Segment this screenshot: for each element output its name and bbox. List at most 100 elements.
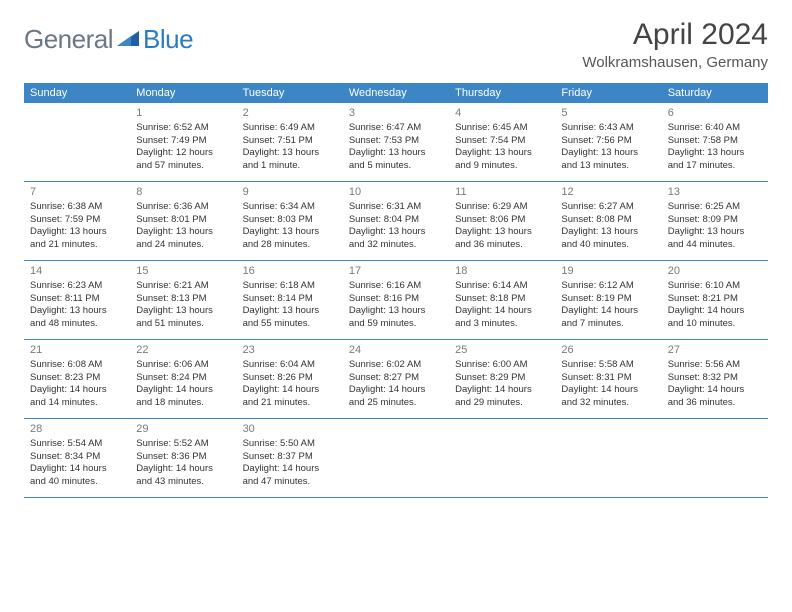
day-number: 2	[243, 106, 337, 121]
day-number: 21	[30, 343, 124, 358]
day-info-line: Daylight: 13 hours and 9 minutes.	[455, 147, 549, 173]
day-info-line: Sunset: 7:51 PM	[243, 135, 337, 148]
day-info-line: Sunset: 8:03 PM	[243, 214, 337, 227]
day-info-line: Sunset: 8:01 PM	[136, 214, 230, 227]
day-number: 29	[136, 422, 230, 437]
day-number: 30	[243, 422, 337, 437]
day-number: 28	[30, 422, 124, 437]
day-info-line: Sunset: 8:21 PM	[668, 293, 762, 306]
day-info-line: Sunrise: 6:14 AM	[455, 280, 549, 293]
day-cell: 9Sunrise: 6:34 AMSunset: 8:03 PMDaylight…	[237, 182, 343, 260]
day-info-line: Sunset: 8:13 PM	[136, 293, 230, 306]
day-info-line: Sunrise: 6:31 AM	[349, 201, 443, 214]
day-info-line: Sunset: 8:27 PM	[349, 372, 443, 385]
day-number: 24	[349, 343, 443, 358]
calendar: SundayMondayTuesdayWednesdayThursdayFrid…	[24, 83, 768, 498]
day-cell: 13Sunrise: 6:25 AMSunset: 8:09 PMDayligh…	[662, 182, 768, 260]
day-info-line: Daylight: 14 hours and 21 minutes.	[243, 384, 337, 410]
day-info-line: Sunrise: 6:52 AM	[136, 122, 230, 135]
day-info-line: Sunrise: 6:47 AM	[349, 122, 443, 135]
day-number: 22	[136, 343, 230, 358]
weekday-label: Tuesday	[237, 83, 343, 103]
day-cell: 27Sunrise: 5:56 AMSunset: 8:32 PMDayligh…	[662, 340, 768, 418]
day-info-line: Sunset: 8:36 PM	[136, 451, 230, 464]
day-cell: 28Sunrise: 5:54 AMSunset: 8:34 PMDayligh…	[24, 419, 130, 497]
day-info-line: Daylight: 14 hours and 47 minutes.	[243, 463, 337, 489]
day-info-line: Sunrise: 6:02 AM	[349, 359, 443, 372]
day-info-line: Sunset: 7:58 PM	[668, 135, 762, 148]
day-cell	[662, 419, 768, 497]
week-row: 7Sunrise: 6:38 AMSunset: 7:59 PMDaylight…	[24, 182, 768, 261]
weekday-label: Saturday	[662, 83, 768, 103]
day-info-line: Sunrise: 6:16 AM	[349, 280, 443, 293]
day-number: 9	[243, 185, 337, 200]
day-info-line: Daylight: 14 hours and 29 minutes.	[455, 384, 549, 410]
day-info-line: Sunset: 8:34 PM	[30, 451, 124, 464]
day-cell: 14Sunrise: 6:23 AMSunset: 8:11 PMDayligh…	[24, 261, 130, 339]
day-cell: 26Sunrise: 5:58 AMSunset: 8:31 PMDayligh…	[555, 340, 661, 418]
day-info-line: Sunrise: 6:34 AM	[243, 201, 337, 214]
week-row: 1Sunrise: 6:52 AMSunset: 7:49 PM Daylight…	[24, 103, 768, 182]
day-info-line: Sunrise: 5:56 AM	[668, 359, 762, 372]
day-info-line: Daylight: 14 hours and 14 minutes.	[30, 384, 124, 410]
day-info-line: Daylight: 13 hours and 21 minutes.	[30, 226, 124, 252]
day-cell: 17Sunrise: 6:16 AMSunset: 8:16 PMDayligh…	[343, 261, 449, 339]
day-info-line: Daylight: 14 hours and 18 minutes.	[136, 384, 230, 410]
day-info-line: Daylight: 14 hours and 10 minutes.	[668, 305, 762, 331]
weekday-label: Monday	[130, 83, 236, 103]
day-info-line: Sunrise: 6:12 AM	[561, 280, 655, 293]
day-info-line: Sunset: 8:04 PM	[349, 214, 443, 227]
day-info-line: Daylight: 13 hours and 48 minutes.	[30, 305, 124, 331]
day-info-line: Daylight: 14 hours and 32 minutes.	[561, 384, 655, 410]
day-info-line: Sunset: 8:24 PM	[136, 372, 230, 385]
day-info-line: Sunset: 8:18 PM	[455, 293, 549, 306]
day-number: 26	[561, 343, 655, 358]
day-cell: 12Sunrise: 6:27 AMSunset: 8:08 PMDayligh…	[555, 182, 661, 260]
day-number: 10	[349, 185, 443, 200]
day-cell: 8Sunrise: 6:36 AMSunset: 8:01 PMDaylight…	[130, 182, 236, 260]
day-number: 17	[349, 264, 443, 279]
day-number: 5	[561, 106, 655, 121]
day-info-line: Sunset: 7:54 PM	[455, 135, 549, 148]
logo-triangle-icon	[117, 31, 139, 49]
day-number: 3	[349, 106, 443, 121]
day-info-line: Sunrise: 6:25 AM	[668, 201, 762, 214]
day-info-line: Daylight: 13 hours and 51 minutes.	[136, 305, 230, 331]
header: General Blue April 2024 Wolkramshausen, …	[24, 18, 768, 71]
day-info-line: Daylight: 13 hours and 1 minute.	[243, 147, 337, 173]
day-cell: 6Sunrise: 6:40 AMSunset: 7:58 PMDaylight…	[662, 103, 768, 181]
day-info-line: Sunrise: 6:10 AM	[668, 280, 762, 293]
day-info-line: Daylight: 13 hours and 5 minutes.	[349, 147, 443, 173]
day-info-line: Sunset: 8:26 PM	[243, 372, 337, 385]
day-info-line: Daylight: 14 hours and 3 minutes.	[455, 305, 549, 331]
day-info-line: Sunset: 7:56 PM	[561, 135, 655, 148]
day-info-line: Sunset: 8:11 PM	[30, 293, 124, 306]
day-cell: 15Sunrise: 6:21 AMSunset: 8:13 PMDayligh…	[130, 261, 236, 339]
day-number: 8	[136, 185, 230, 200]
weekday-label: Wednesday	[343, 83, 449, 103]
weekday-label: Friday	[555, 83, 661, 103]
day-cell: 3Sunrise: 6:47 AMSunset: 7:53 PMDaylight…	[343, 103, 449, 181]
location-label: Wolkramshausen, Germany	[582, 54, 768, 71]
day-cell	[343, 419, 449, 497]
day-info-line: Sunset: 8:09 PM	[668, 214, 762, 227]
day-number: 23	[243, 343, 337, 358]
day-info-line: Sunrise: 6:27 AM	[561, 201, 655, 214]
day-cell: 22Sunrise: 6:06 AMSunset: 8:24 PMDayligh…	[130, 340, 236, 418]
day-number: 25	[455, 343, 549, 358]
day-cell: 30Sunrise: 5:50 AMSunset: 8:37 PMDayligh…	[237, 419, 343, 497]
day-info-line: Sunset: 8:32 PM	[668, 372, 762, 385]
day-cell: 4Sunrise: 6:45 AMSunset: 7:54 PMDaylight…	[449, 103, 555, 181]
day-info-line: Sunset: 7:53 PM	[349, 135, 443, 148]
day-info-line: Sunrise: 6:06 AM	[136, 359, 230, 372]
day-number: 15	[136, 264, 230, 279]
day-cell: 16Sunrise: 6:18 AMSunset: 8:14 PMDayligh…	[237, 261, 343, 339]
day-cell	[555, 419, 661, 497]
day-info-line: Sunrise: 6:43 AM	[561, 122, 655, 135]
logo: General Blue	[24, 24, 193, 55]
day-info-line: Sunset: 7:49 PM	[136, 135, 230, 148]
day-info-line: Daylight: 14 hours and 40 minutes.	[30, 463, 124, 489]
day-number: 1	[136, 106, 230, 121]
day-cell: 11Sunrise: 6:29 AMSunset: 8:06 PMDayligh…	[449, 182, 555, 260]
day-cell: 1Sunrise: 6:52 AMSunset: 7:49 PMDaylight…	[130, 103, 236, 181]
